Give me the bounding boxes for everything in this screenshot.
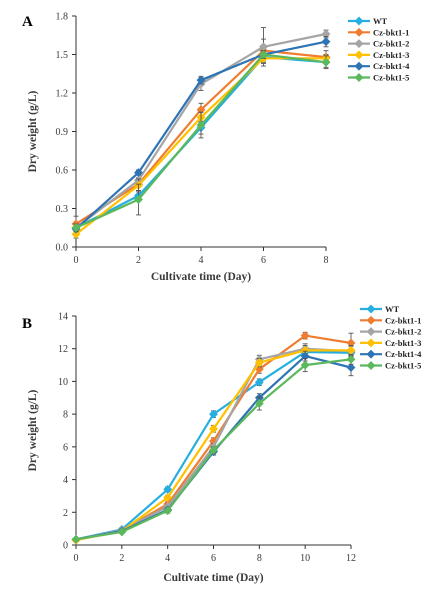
data-point	[71, 534, 81, 544]
legend-item: Cz-bkt1-2	[348, 39, 409, 49]
legend-label: Cz-bkt1-3	[373, 50, 409, 60]
data-point	[208, 409, 219, 419]
legend-label: Cz-bkt1-5	[373, 73, 409, 83]
x-tick-label: 8	[324, 255, 329, 266]
y-tick-label: 8	[63, 410, 68, 421]
data-point	[254, 377, 264, 387]
y-axis-title: Dry weight (g/L)	[27, 90, 39, 172]
panel-label: A	[22, 14, 33, 30]
legend-marker	[354, 50, 364, 60]
x-tick-label: 0	[74, 553, 79, 564]
legend-label: Cz-bkt1-1	[385, 315, 421, 325]
legend-marker	[366, 338, 376, 348]
data-point	[346, 362, 356, 373]
legend-marker	[366, 315, 376, 325]
y-tick-label: 1.8	[56, 12, 69, 23]
legend-label: Cz-bkt1-3	[385, 338, 421, 348]
data-point	[346, 354, 356, 364]
data-point	[300, 331, 310, 341]
legend-label: WT	[385, 304, 400, 314]
data-point	[133, 168, 144, 178]
legend-label: Cz-bkt1-4	[385, 349, 422, 359]
data-point	[321, 37, 331, 47]
legend-label: Cz-bkt1-2	[385, 327, 421, 337]
data-point	[208, 424, 219, 434]
legend-item: Cz-bkt1-1	[348, 27, 409, 37]
data-point	[321, 57, 331, 67]
data-point	[300, 360, 310, 370]
legend-marker	[366, 327, 376, 337]
series-Cz-bkt1-5	[71, 49, 331, 233]
data-point	[71, 223, 81, 233]
series-Cz-bkt1-5	[71, 353, 356, 544]
legend-label: Cz-bkt1-2	[373, 39, 409, 49]
legend-item: Cz-bkt1-3	[360, 338, 421, 348]
y-tick-label: 0	[63, 541, 68, 552]
legend-item: WT	[360, 304, 400, 314]
legend-label: Cz-bkt1-4	[373, 61, 410, 71]
legend-item: Cz-bkt1-1	[360, 315, 421, 325]
y-axis-title: Dry weight (g/L)	[27, 389, 39, 471]
data-point	[71, 229, 81, 239]
x-tick-label: 4	[199, 255, 204, 266]
x-axis-title: Cultivate time (Day)	[163, 572, 263, 584]
y-tick-label: 12	[58, 344, 68, 355]
y-tick-label: 1.5	[56, 50, 69, 61]
y-tick-label: 0.3	[56, 204, 69, 215]
legend-label: WT	[373, 16, 388, 26]
chart-panel-A: A 0.0 0.3 0.6 0.9 1.2 1.5 1.8 0 2 4 6 8 Cultivate tim…	[22, 12, 410, 284]
legend-marker	[366, 349, 376, 359]
y-tick-label: 0.6	[56, 166, 69, 177]
data-point	[163, 493, 173, 503]
legend-marker	[366, 360, 376, 371]
legend-item: Cz-bkt1-4	[360, 349, 422, 359]
data-point	[117, 527, 127, 537]
x-tick-label: 8	[257, 553, 262, 564]
series-Cz-bkt1-2	[71, 343, 356, 544]
legend-label: Cz-bkt1-5	[385, 361, 421, 371]
x-tick-label: 6	[211, 553, 216, 564]
legend-marker	[354, 61, 364, 71]
y-tick-label: 2	[63, 508, 68, 519]
panel-label: B	[22, 316, 32, 332]
legend-item: Cz-bkt1-5	[360, 361, 421, 371]
x-tick-label: 0	[74, 255, 79, 266]
x-tick-label: 6	[261, 255, 266, 266]
legend-item: Cz-bkt1-5	[348, 73, 409, 83]
x-tick-label: 2	[136, 255, 141, 266]
y-tick-label: 6	[63, 442, 68, 453]
data-point	[208, 445, 219, 455]
data-point	[196, 75, 206, 85]
legend-marker	[354, 39, 364, 49]
data-point	[163, 506, 173, 516]
legend-item: Cz-bkt1-3	[348, 50, 409, 60]
y-tick-label: 10	[58, 377, 68, 388]
x-tick-label: 12	[346, 553, 356, 564]
legend-marker	[354, 72, 364, 83]
x-tick-label: 2	[119, 553, 124, 564]
x-tick-label: 4	[165, 553, 170, 564]
y-tick-label: 1.2	[56, 89, 69, 100]
legend-item: Cz-bkt1-4	[348, 61, 410, 71]
y-tick-label: 0.0	[56, 243, 69, 254]
y-tick-label: 14	[58, 312, 68, 323]
x-axis-title: Cultivate time (Day)	[151, 271, 251, 283]
data-point	[254, 398, 264, 409]
data-point	[258, 49, 269, 60]
legend-marker	[366, 304, 376, 314]
data-point	[196, 120, 206, 130]
chart-panel-B: B 0 2 4 6 8 10 12 14 0 2 4 6 8 10 12 Cultivate time (Day…	[22, 304, 422, 584]
data-point	[133, 194, 144, 205]
legend-item: WT	[348, 16, 388, 26]
legend-marker	[354, 27, 364, 37]
legend-item: Cz-bkt1-2	[360, 327, 421, 337]
x-tick-label: 10	[300, 553, 310, 564]
data-point	[254, 358, 264, 368]
legend-marker	[354, 16, 364, 26]
legend-label: Cz-bkt1-1	[373, 27, 409, 37]
y-tick-label: 0.9	[56, 127, 69, 138]
y-tick-label: 4	[63, 475, 68, 486]
